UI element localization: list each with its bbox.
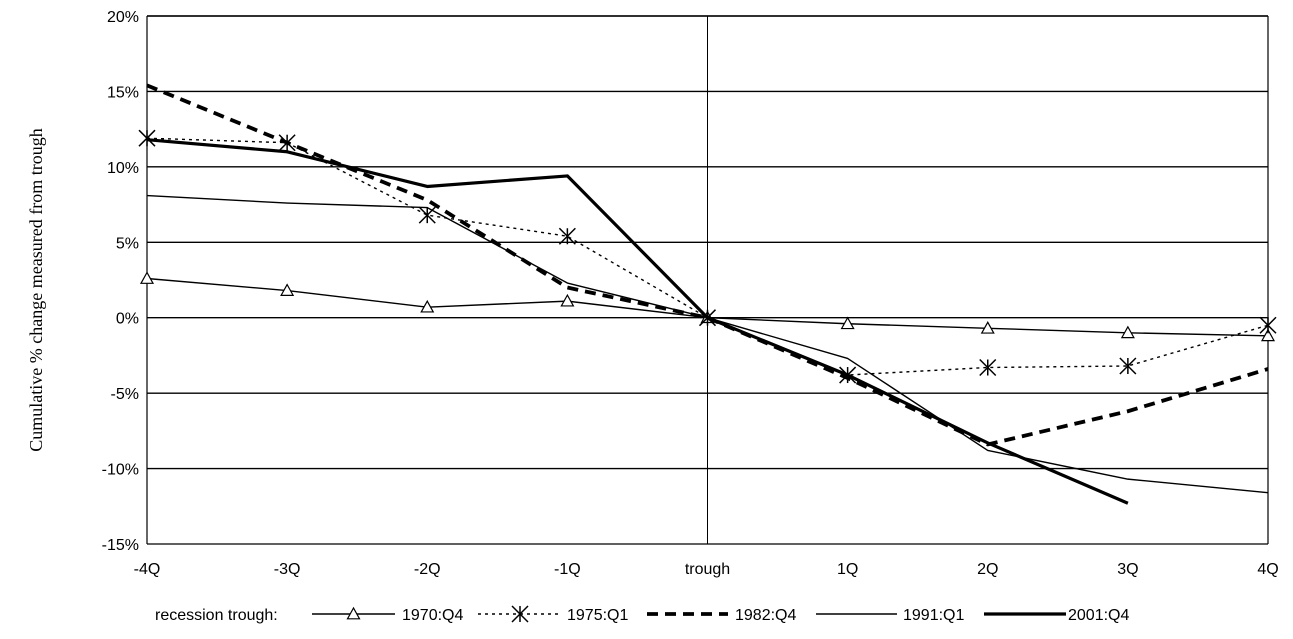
x-tick-label: -2Q	[414, 561, 441, 578]
y-tick-label: 20%	[107, 9, 139, 26]
y-tick-label: -5%	[111, 386, 139, 403]
data-point	[1259, 316, 1277, 334]
data-point	[280, 283, 295, 296]
legend-label: 1982:Q4	[735, 607, 796, 624]
data-point	[1119, 357, 1137, 375]
y-tick-label: 0%	[116, 311, 139, 328]
data-point	[420, 299, 435, 313]
x-tick-label: 4Q	[1257, 561, 1278, 578]
data-point	[418, 206, 436, 224]
data-point	[138, 129, 156, 147]
data-point	[558, 227, 576, 245]
data-point	[840, 316, 855, 330]
legend-entry: 1970:Q4	[312, 606, 463, 624]
legend-marker	[346, 606, 361, 620]
data-point	[1120, 325, 1135, 339]
x-tick-label: 3Q	[1117, 561, 1138, 578]
legend-label: 1975:Q1	[567, 607, 628, 624]
x-tick-label: 1Q	[837, 561, 858, 578]
x-tick-labels: -4Q -3Q -2Q -1Q trough 1Q 2Q 3Q 4Q	[134, 561, 1279, 578]
legend: recession trough: 1970:Q4 1975:Q1 1982:Q4 19…	[155, 605, 1129, 624]
series-2001-Q4	[146, 138, 1129, 505]
x-tick-label: trough	[685, 561, 730, 578]
data-point	[139, 271, 155, 284]
y-tick-label: -10%	[102, 462, 139, 479]
x-tick-label: -1Q	[554, 561, 581, 578]
legend-entry: 1975:Q1	[478, 605, 628, 624]
legend-entry: 2001:Q4	[984, 607, 1129, 624]
x-tick-label: -3Q	[274, 561, 301, 578]
x-tick-label: 2Q	[977, 561, 998, 578]
legend-label: 1991:Q1	[903, 607, 964, 624]
legend-title: recession trough:	[155, 607, 278, 624]
series-lines	[138, 83, 1277, 505]
data-point	[979, 358, 997, 377]
legend-entry: 1991:Q1	[816, 607, 964, 624]
y-tick-label: 15%	[107, 84, 139, 101]
legend-label: 1970:Q4	[402, 607, 463, 624]
y-tick-label: 10%	[107, 160, 139, 177]
y-axis-label: Cumulative % change measured from trough	[26, 128, 46, 451]
y-tick-labels: 20% 15% 10% 5% 0% -5% -10% -15%	[102, 9, 139, 554]
data-point	[980, 321, 995, 334]
axes	[146, 15, 1269, 545]
y-tick-label: 5%	[116, 235, 139, 252]
x-tick-label: -4Q	[134, 561, 161, 578]
data-point	[1260, 328, 1276, 342]
data-point	[560, 293, 575, 307]
y-tick-label: -15%	[102, 537, 139, 554]
series-line	[146, 138, 1129, 505]
legend-label: 2001:Q4	[1068, 607, 1129, 624]
legend-entry: 1982:Q4	[647, 607, 796, 624]
legend-marker	[511, 605, 529, 623]
